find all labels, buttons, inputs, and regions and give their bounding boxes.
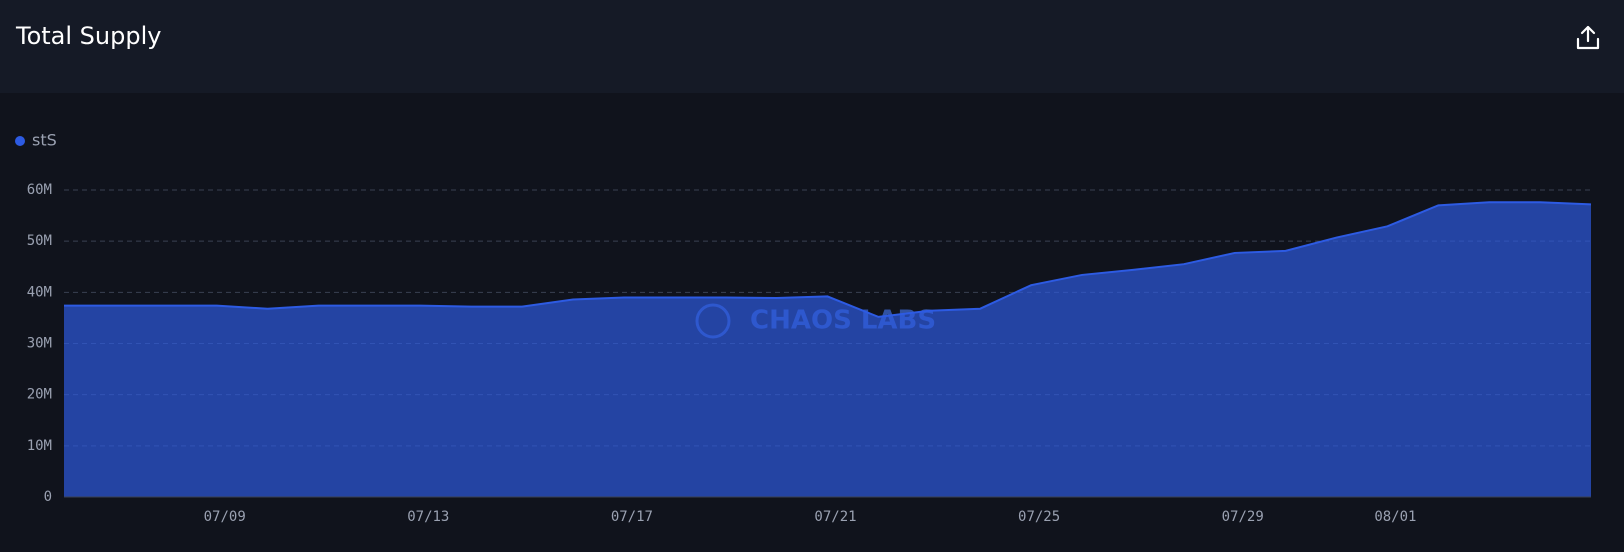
y-tick-label: 50M	[27, 233, 52, 249]
chart-title: Total Supply	[16, 22, 162, 50]
line	[64, 201, 1592, 318]
y-tick-label: 60M	[27, 182, 52, 198]
y-tick-label: 10M	[27, 438, 52, 454]
chart: stS010M20M30M40M50M60MCHAOS LABS07/0907/…	[15, 131, 1592, 525]
y-tick-label: 40M	[27, 284, 52, 300]
x-tick-label: 07/29	[1222, 509, 1264, 525]
x-tick-label: 07/21	[814, 509, 856, 525]
x-tick-label: 08/01	[1374, 509, 1416, 525]
y-tick-label: 30M	[27, 336, 52, 352]
export-button[interactable]	[1574, 24, 1602, 52]
y-tick-label: 20M	[27, 387, 52, 403]
x-tick-label: 07/09	[204, 509, 246, 525]
header: Total Supply	[0, 0, 1624, 93]
legend-label: stS	[32, 131, 57, 150]
y-tick-label: 0	[44, 489, 52, 505]
x-tick-label: 07/17	[611, 509, 653, 525]
area	[64, 202, 1591, 497]
legend-marker	[15, 136, 25, 146]
x-tick-label: 07/13	[407, 509, 449, 525]
x-tick-label: 07/25	[1018, 509, 1060, 525]
